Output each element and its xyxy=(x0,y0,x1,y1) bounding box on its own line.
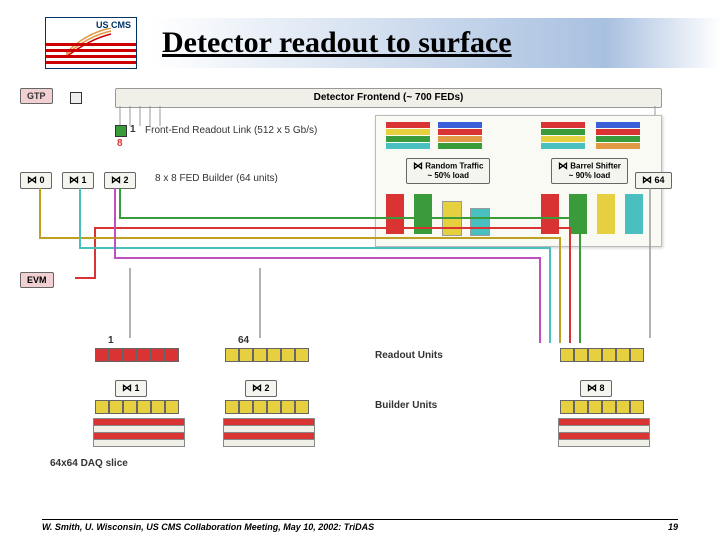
footer: W. Smith, U. Wisconsin, US CMS Collabora… xyxy=(42,519,678,532)
uscms-logo: US CMS xyxy=(45,17,137,69)
stack-r xyxy=(558,418,648,448)
builder-units-group-r xyxy=(560,400,660,414)
footer-right: 19 xyxy=(668,522,678,532)
frl-label: Front-End Readout Link (512 x 5 Gb/s) xyxy=(145,125,317,136)
evm-label: EVM xyxy=(20,272,54,288)
page-title: Detector readout to surface xyxy=(162,26,512,60)
barrel-shifter-label: ⋈ Barrel Shifter ~ 90% load xyxy=(551,158,628,184)
fed-1: ⋈ 1 xyxy=(62,172,94,189)
fed-0: ⋈ 0 xyxy=(20,172,52,189)
header: US CMS Detector readout to surface xyxy=(0,15,720,70)
bu-1: ⋈ 1 xyxy=(115,380,147,397)
logo-stripes-icon xyxy=(46,43,136,68)
frl-box-1 xyxy=(115,125,127,137)
fed-2: ⋈ 2 xyxy=(104,172,136,189)
gtp-port xyxy=(70,92,82,104)
stack-2 xyxy=(223,418,313,448)
frl-num2: 8 xyxy=(117,138,123,149)
footer-left: W. Smith, U. Wisconsin, US CMS Collabora… xyxy=(42,522,374,532)
readout-units-group-r xyxy=(560,348,660,362)
ru-64: 64 xyxy=(238,335,249,346)
readout-units-group xyxy=(95,348,195,362)
stack-1 xyxy=(93,418,183,448)
frontend-bar: Detector Frontend (~ 700 FEDs) xyxy=(115,88,662,108)
bu-2: ⋈ 2 xyxy=(245,380,277,397)
ru-1: 1 xyxy=(108,335,114,346)
diagram-area: GTP Detector Frontend (~ 700 FEDs) 1 Fro… xyxy=(20,80,685,480)
fed-64: ⋈ 64 xyxy=(635,172,672,189)
builder-units-group xyxy=(95,400,195,414)
readout-units-label: Readout Units xyxy=(375,350,443,361)
gtp-label: GTP xyxy=(20,88,53,104)
builder-units-group-2 xyxy=(225,400,325,414)
readout-units-group-2 xyxy=(225,348,325,362)
random-traffic-label: ⋈ Random Traffic ~ 50% load xyxy=(406,158,490,184)
frl-num: 1 xyxy=(130,124,136,135)
fed-builder-label: 8 x 8 FED Builder (64 units) xyxy=(155,173,278,184)
routing-wires-icon xyxy=(20,188,680,353)
builder-units-label: Builder Units xyxy=(375,400,437,411)
title-bar: Detector readout to surface xyxy=(152,18,720,68)
bu-8: ⋈ 8 xyxy=(580,380,612,397)
daq-slice-label: 64x64 DAQ slice xyxy=(50,458,128,469)
